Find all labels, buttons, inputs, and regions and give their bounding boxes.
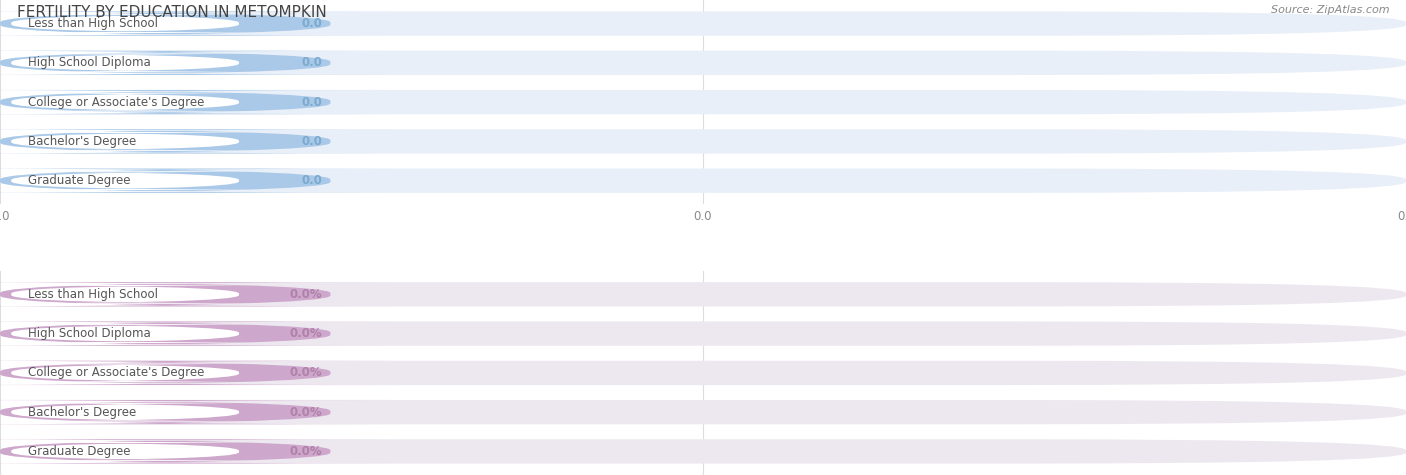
Text: Graduate Degree: Graduate Degree [28, 445, 131, 458]
FancyBboxPatch shape [0, 90, 1406, 114]
FancyBboxPatch shape [0, 11, 1406, 36]
FancyBboxPatch shape [0, 285, 321, 304]
FancyBboxPatch shape [0, 51, 1406, 75]
Text: 0.0: 0.0 [301, 17, 322, 30]
FancyBboxPatch shape [0, 169, 1406, 193]
Text: Bachelor's Degree: Bachelor's Degree [28, 135, 136, 148]
Text: FERTILITY BY EDUCATION IN METOMPKIN: FERTILITY BY EDUCATION IN METOMPKIN [17, 5, 326, 20]
Text: College or Associate's Degree: College or Associate's Degree [28, 95, 204, 109]
FancyBboxPatch shape [0, 361, 1406, 385]
FancyBboxPatch shape [0, 90, 394, 114]
Text: 0.0%: 0.0% [290, 406, 322, 418]
FancyBboxPatch shape [0, 169, 394, 193]
FancyBboxPatch shape [0, 363, 321, 382]
FancyBboxPatch shape [0, 403, 321, 422]
FancyBboxPatch shape [0, 171, 321, 190]
FancyBboxPatch shape [0, 11, 394, 36]
FancyBboxPatch shape [0, 442, 321, 461]
Text: College or Associate's Degree: College or Associate's Degree [28, 366, 204, 380]
Text: High School Diploma: High School Diploma [28, 327, 150, 340]
Text: 0.0%: 0.0% [290, 445, 322, 458]
Text: 0.0: 0.0 [301, 95, 322, 109]
FancyBboxPatch shape [0, 53, 321, 72]
Text: Less than High School: Less than High School [28, 288, 157, 301]
Text: Less than High School: Less than High School [28, 17, 157, 30]
FancyBboxPatch shape [0, 361, 394, 385]
Text: 0.0: 0.0 [301, 135, 322, 148]
FancyBboxPatch shape [0, 439, 394, 464]
FancyBboxPatch shape [0, 322, 394, 346]
Text: Graduate Degree: Graduate Degree [28, 174, 131, 187]
Text: High School Diploma: High School Diploma [28, 57, 150, 69]
FancyBboxPatch shape [0, 14, 321, 33]
FancyBboxPatch shape [0, 400, 1406, 424]
Text: Bachelor's Degree: Bachelor's Degree [28, 406, 136, 418]
Text: 0.0%: 0.0% [290, 288, 322, 301]
FancyBboxPatch shape [0, 324, 321, 343]
FancyBboxPatch shape [0, 400, 394, 424]
Text: Source: ZipAtlas.com: Source: ZipAtlas.com [1271, 5, 1389, 15]
FancyBboxPatch shape [0, 93, 321, 112]
FancyBboxPatch shape [0, 439, 1406, 464]
FancyBboxPatch shape [0, 51, 394, 75]
FancyBboxPatch shape [0, 282, 1406, 306]
FancyBboxPatch shape [0, 282, 394, 306]
Text: 0.0%: 0.0% [290, 366, 322, 380]
FancyBboxPatch shape [0, 129, 1406, 153]
FancyBboxPatch shape [0, 129, 394, 153]
Text: 0.0: 0.0 [301, 174, 322, 187]
FancyBboxPatch shape [0, 132, 321, 151]
Text: 0.0: 0.0 [301, 57, 322, 69]
FancyBboxPatch shape [0, 322, 1406, 346]
Text: 0.0%: 0.0% [290, 327, 322, 340]
